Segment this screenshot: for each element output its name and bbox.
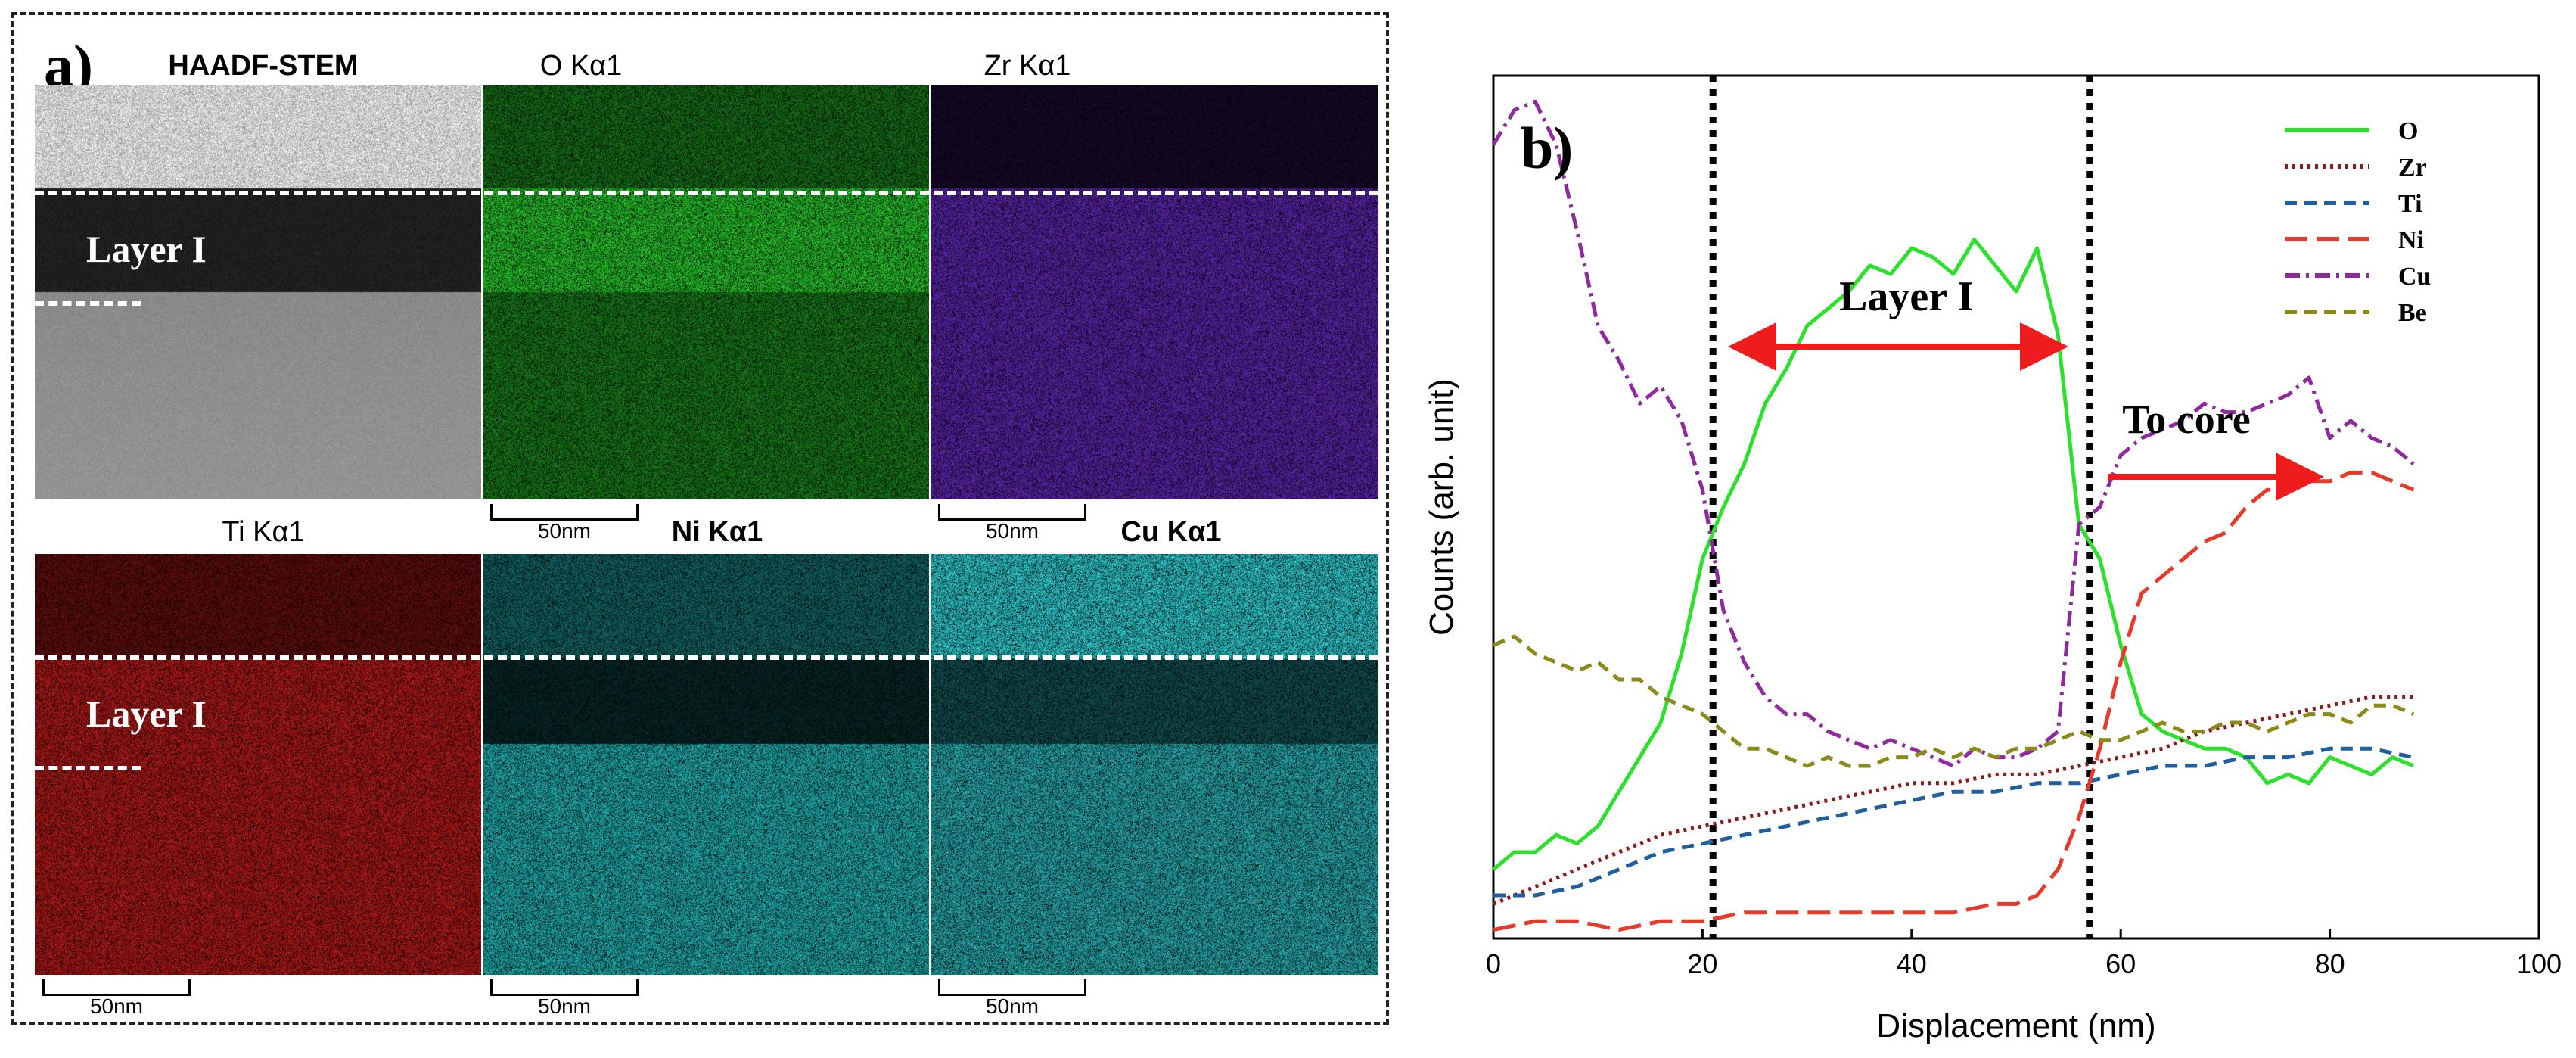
element-map-texture (483, 554, 929, 975)
haadf-texture (35, 85, 481, 499)
x-tick-label: 60 (2105, 948, 2136, 979)
layer-label-top: Layer I (86, 228, 207, 270)
tile-title-zr: Zr Kα1 (983, 50, 1071, 82)
series-line-o (1492, 238, 2415, 871)
scalebar-o (490, 504, 639, 521)
layer-boundary-line-inner (35, 301, 141, 306)
ni-map-image (483, 554, 929, 975)
tile-title-haadf: HAADF-STEM (168, 50, 359, 82)
panel-a-frame: a) HAADF-STEM O Kα1 Zr Kα1 Layer I 50nm … (11, 12, 1389, 1025)
haadf-stem-image (35, 85, 481, 499)
series-line-ti (1493, 746, 2414, 898)
series-line-ni (1493, 470, 2415, 932)
element-map-texture (931, 85, 1378, 499)
scalebar-zr (938, 504, 1086, 521)
scalebar-ni (490, 979, 639, 996)
zr-map-image (931, 85, 1378, 499)
scalebar-label-cu: 50nm (985, 994, 1039, 1018)
element-map-texture (35, 554, 481, 975)
ti-map-image (35, 554, 481, 975)
x-tick-label: 40 (1897, 948, 1927, 979)
o-map-image (483, 85, 929, 499)
cu-map-image (931, 554, 1378, 975)
layer-annotation: Layer I (1839, 273, 1974, 320)
series-line-zr (1493, 695, 2414, 906)
element-map-texture (483, 85, 929, 499)
scalebar-cu (938, 979, 1086, 996)
legend-label-ni: Ni (2398, 226, 2424, 254)
scalebar-label-ni: 50nm (537, 994, 592, 1018)
scalebar-ti (42, 979, 191, 996)
layer-label-bottom: Layer I (86, 692, 207, 735)
panel-b-label: b) (1521, 115, 1573, 181)
x-tick-label: 80 (2315, 948, 2345, 979)
layer-boundary-line-top (35, 191, 1378, 195)
tile-title-ni: Ni Kα1 (671, 516, 763, 548)
tile-title-ti: Ti Kα1 (222, 516, 305, 548)
tile-title-cu: Cu Kα1 (1120, 516, 1222, 548)
x-tick-label: 20 (1687, 948, 1717, 979)
legend-label-ti: Ti (2398, 190, 2422, 218)
series-line-be (1493, 634, 2415, 768)
x-tick-label: 100 (2516, 948, 2562, 979)
plot-area-frame (1492, 74, 2540, 940)
legend-label-zr: Zr (2398, 154, 2427, 182)
y-axis-label: Counts (arb. unit) (1423, 378, 1460, 636)
x-tick-label: 0 (1486, 948, 1501, 979)
scalebar-label-zr: 50nm (985, 519, 1039, 543)
line-profile-chart: 0 20 40 60 80 100 O Zr Ti Ni Cu Be b) Displacement… (1423, 74, 2562, 1044)
to-core-annotation: To core (2122, 397, 2251, 442)
legend-label-cu: Cu (2398, 263, 2431, 291)
x-axis-label: Displacement (nm) (1876, 1007, 2155, 1044)
layer-boundary-line-inner-bottom (35, 766, 141, 770)
element-map-texture (931, 554, 1378, 975)
tile-title-o: O Kα1 (539, 50, 623, 82)
legend-label-o: O (2398, 117, 2418, 145)
series-line-cu (1491, 99, 2415, 768)
legend-label-be: Be (2398, 299, 2427, 327)
layer-boundary-line-bottom (35, 655, 1378, 660)
scalebar-label-ti: 50nm (89, 994, 144, 1018)
scalebar-label-o: 50nm (537, 519, 592, 543)
